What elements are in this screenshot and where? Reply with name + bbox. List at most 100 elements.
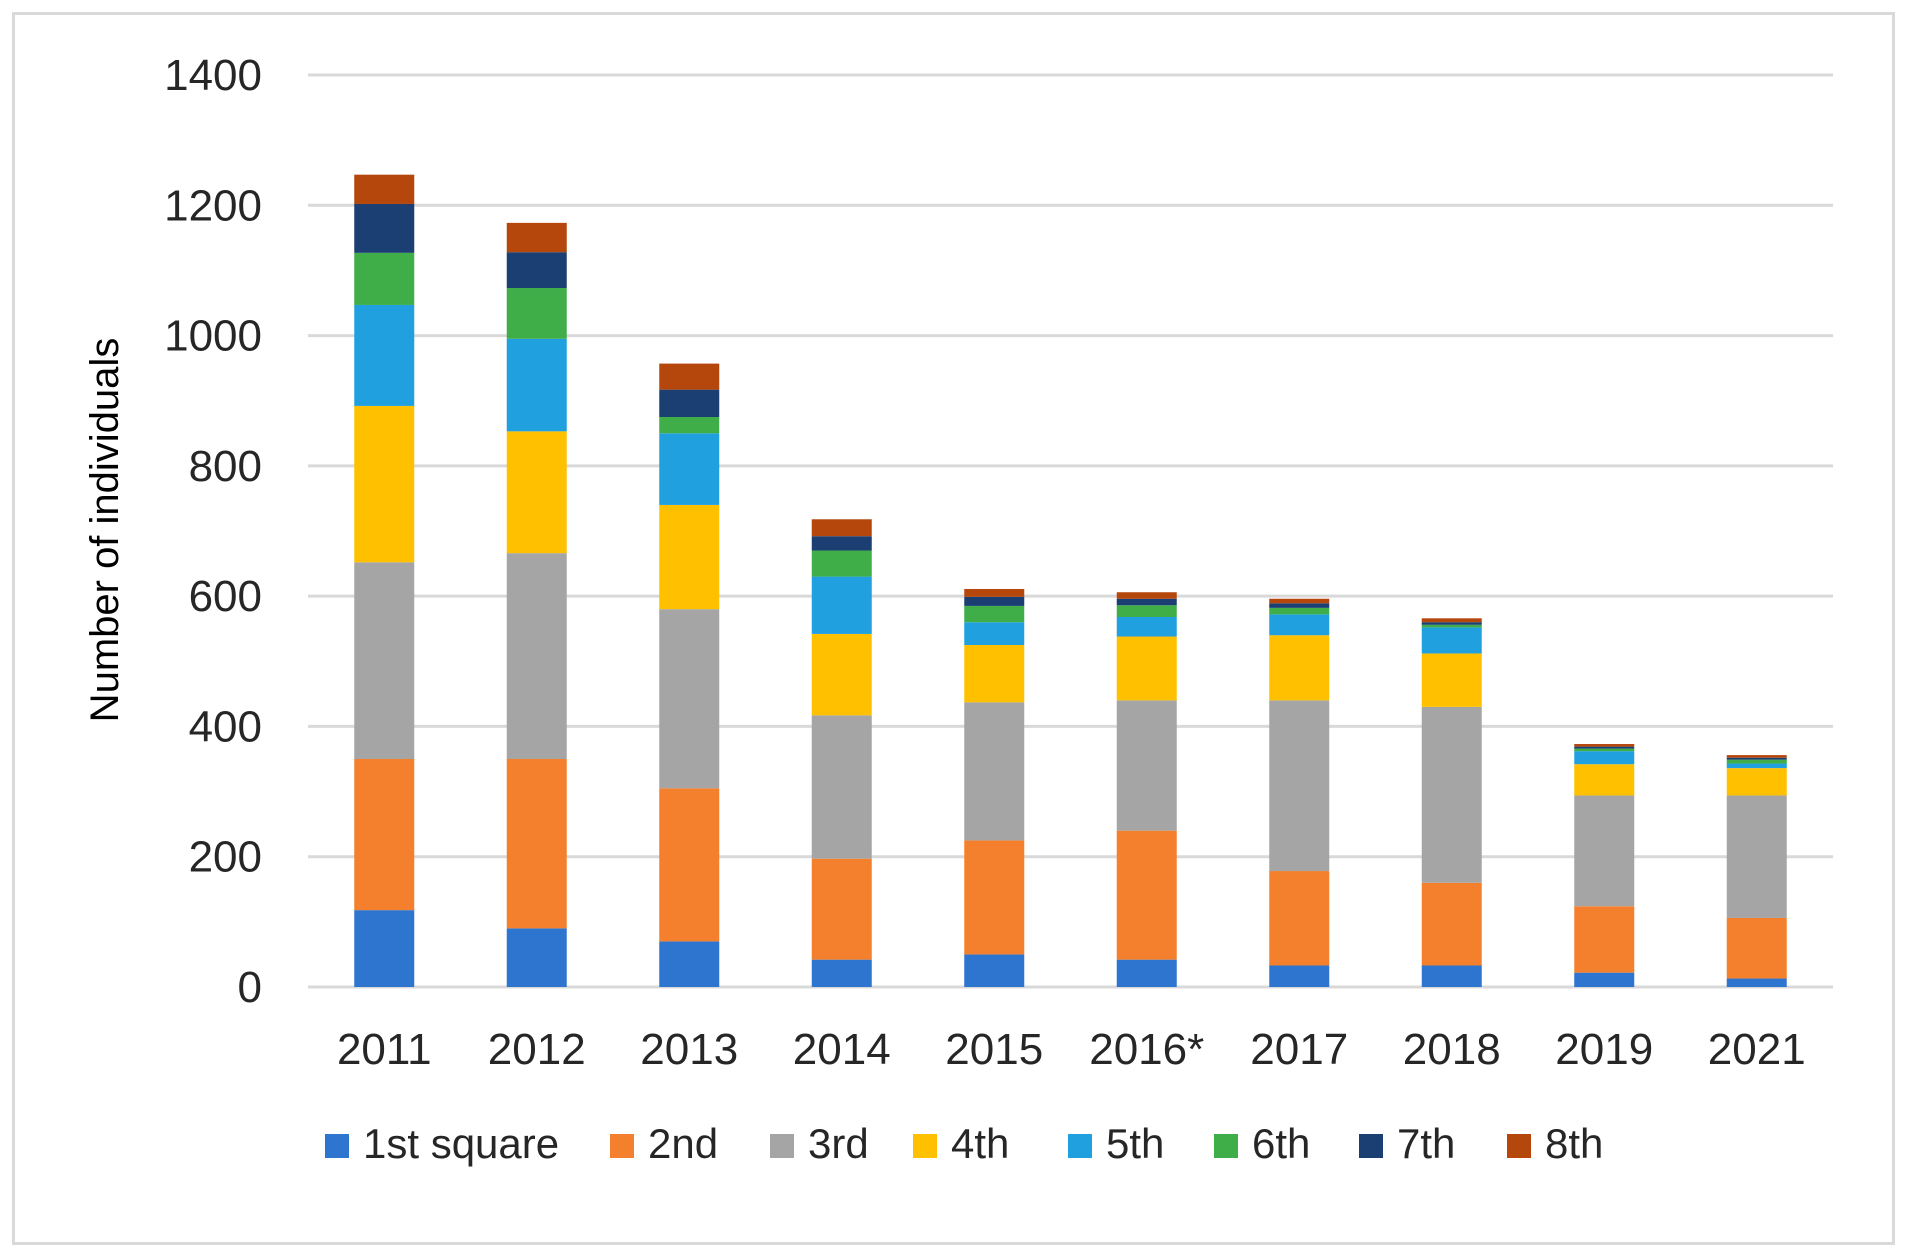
bar-segment-2013-5th	[659, 433, 720, 505]
y-tick-label: 1200	[164, 181, 262, 230]
bar-segment-2021-6th	[1726, 759, 1787, 764]
y-tick-label: 800	[189, 442, 262, 491]
bar-segment-2018-6th	[1421, 624, 1482, 628]
bar-segment-2012-3rd	[506, 553, 567, 759]
bar-segment-2016-8th	[1116, 592, 1177, 599]
x-tick-label: 2017	[1250, 1025, 1348, 1074]
bar-segment-2014-7th	[811, 536, 872, 551]
bar-segment-2011-4th	[354, 405, 415, 563]
bar-segment-2014-6th	[811, 550, 872, 577]
bar-segment-2019-7th	[1574, 746, 1635, 749]
bar-segment-2016-5th	[1116, 616, 1177, 637]
bar-segment-2016-2nd	[1116, 830, 1177, 960]
bar-segment-2017-8th	[1269, 598, 1330, 604]
legend-swatch	[325, 1134, 349, 1158]
bar-segment-2014-3rd	[811, 715, 872, 859]
bar-segment-2017-4th	[1269, 635, 1330, 701]
bar-segment-2014-5th	[811, 576, 872, 634]
x-tick-label: 2015	[945, 1025, 1043, 1074]
bar-segment-2019-4th	[1574, 764, 1635, 796]
bar-segment-2016-6th	[1116, 605, 1177, 617]
bar-segment-2011-5th	[354, 304, 415, 406]
bar-segment-2018-7th	[1421, 622, 1482, 625]
bar-segment-2012-2nd	[506, 759, 567, 929]
bar-segment-2016-1st-square	[1116, 959, 1177, 987]
legend-swatch	[770, 1134, 794, 1158]
bar-segment-2015-5th	[964, 622, 1025, 645]
bar-segment-2017-2nd	[1269, 871, 1330, 966]
bar-segment-2017-3rd	[1269, 700, 1330, 872]
bar-segment-2021-7th	[1726, 757, 1787, 760]
bar-segment-2013-6th	[659, 417, 720, 434]
bar-segment-2021-5th	[1726, 763, 1787, 769]
bar-segment-2019-1st-square	[1574, 972, 1635, 987]
x-tick-label: 2016*	[1089, 1025, 1204, 1074]
bar-segment-2019-2nd	[1574, 906, 1635, 973]
bar-segment-2012-8th	[506, 222, 567, 253]
bar-segment-2015-3rd	[964, 702, 1025, 841]
legend-label: 5th	[1106, 1120, 1164, 1167]
bar-segment-2013-1st-square	[659, 941, 720, 987]
legend: 1st square 2nd 3rd 4th 5th 6th 7th 8th	[325, 1120, 1603, 1167]
legend-label: 7th	[1397, 1120, 1455, 1167]
bar-segment-2018-2nd	[1421, 882, 1482, 966]
bar-segment-2018-4th	[1421, 653, 1482, 707]
x-axis-ticks: 2011 2012 2013 2014 2015 2016* 2017 2018 2019 202…	[337, 1025, 1806, 1074]
bar-segment-2011-8th	[354, 174, 415, 204]
bar-segment-2018-5th	[1421, 627, 1482, 654]
bar-segment-2013-7th	[659, 389, 720, 417]
bar-segment-2012-6th	[506, 288, 567, 339]
bar-segment-2021-8th	[1726, 755, 1787, 758]
x-tick-label: 2012	[488, 1025, 586, 1074]
bar-segment-2014-4th	[811, 633, 872, 716]
x-tick-label: 2021	[1708, 1025, 1806, 1074]
bar-segment-2011-6th	[354, 252, 415, 305]
bar-segment-2012-7th	[506, 252, 567, 289]
legend-swatch	[1359, 1134, 1383, 1158]
x-tick-label: 2013	[640, 1025, 738, 1074]
bar-segment-2011-2nd	[354, 759, 415, 911]
bar-segment-2012-4th	[506, 431, 567, 554]
bar-segment-2013-8th	[659, 363, 720, 390]
bar-segment-2021-1st-square	[1726, 978, 1787, 987]
legend-label: 1st square	[363, 1120, 559, 1167]
bar-segment-2018-8th	[1421, 618, 1482, 623]
bar-segment-2016-7th	[1116, 598, 1177, 606]
bar-segment-2021-3rd	[1726, 795, 1787, 918]
bar-segment-2017-5th	[1269, 614, 1330, 636]
bar-segment-2019-6th	[1574, 748, 1635, 752]
legend-swatch	[1507, 1134, 1531, 1158]
x-tick-label: 2011	[337, 1025, 432, 1074]
bar-segment-2012-1st-square	[506, 928, 567, 987]
bar-segment-2014-2nd	[811, 858, 872, 960]
y-tick-label: 0	[238, 963, 262, 1012]
x-tick-label: 2019	[1555, 1025, 1653, 1074]
bar-segment-2019-3rd	[1574, 795, 1635, 907]
bar-segment-2015-4th	[964, 645, 1025, 703]
bar-segment-2012-5th	[506, 338, 567, 432]
bar-segment-2021-2nd	[1726, 917, 1787, 979]
bar-segment-2017-7th	[1269, 603, 1330, 608]
bar-segment-2015-1st-square	[964, 954, 1025, 987]
bar-segment-2017-1st-square	[1269, 965, 1330, 987]
bar-segment-2016-4th	[1116, 636, 1177, 701]
bar-segment-2019-8th	[1574, 744, 1635, 747]
bar-segment-2019-5th	[1574, 751, 1635, 765]
legend-label: 4th	[951, 1120, 1009, 1167]
bar-segment-2013-4th	[659, 504, 720, 610]
bar-segment-2013-3rd	[659, 609, 720, 789]
bar-segment-2018-1st-square	[1421, 965, 1482, 987]
legend-label: 6th	[1252, 1120, 1310, 1167]
legend-swatch	[1068, 1134, 1092, 1158]
legend-label: 2nd	[648, 1120, 718, 1167]
legend-label: 8th	[1545, 1120, 1603, 1167]
bar-segment-2014-8th	[811, 519, 872, 537]
bar-segment-2015-8th	[964, 588, 1025, 597]
y-tick-label: 400	[189, 702, 262, 751]
x-tick-label: 2018	[1403, 1025, 1501, 1074]
legend-swatch	[1214, 1134, 1238, 1158]
bar-segment-2015-2nd	[964, 840, 1025, 955]
bar-segment-2021-4th	[1726, 768, 1787, 796]
y-axis-ticks: 0 200 400 600 800 1000 1200 1400	[164, 51, 262, 1012]
